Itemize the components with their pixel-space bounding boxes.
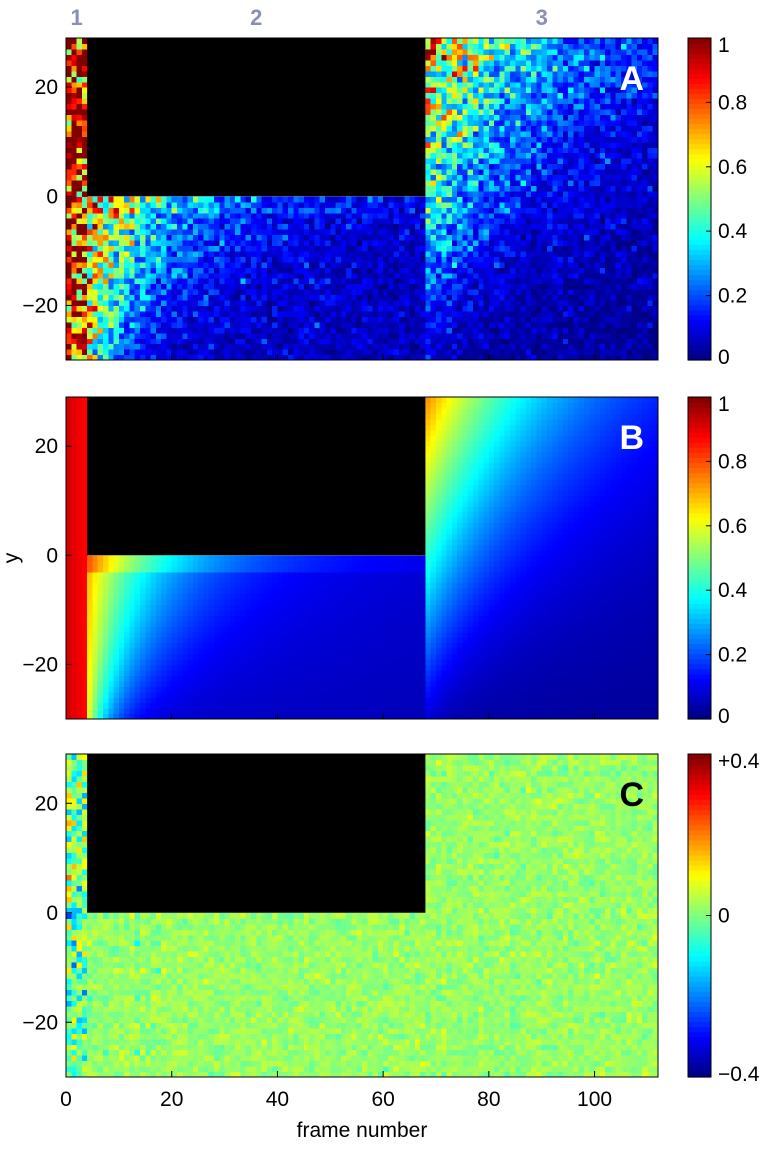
y-tick-label: 20 [35,76,58,99]
y-tick-label: 20 [35,792,58,815]
colorbar-tick-label: 0.4 [718,220,748,243]
colorbar-tick-label: 0 [718,905,730,928]
panel-label: A [619,60,644,98]
colorbar: +0.4 0 −0.4 [687,750,760,1086]
plot-frame [65,396,659,720]
colorbar-tick-label: 0 [718,705,730,728]
colorbar-tick-label: 0.6 [718,515,747,538]
colorbar-tick-label: 0 [718,346,730,369]
region-label-2: 2 [250,5,262,30]
colorbar-tick-label: 0.6 [718,156,747,179]
x-tick-label: 40 [266,1088,289,1111]
region-labels: 1 2 3 [70,5,547,30]
panel-a: 20 0 −20 A 1 0.8 0.6 0.4 0.2 0 [22,34,747,369]
masked-region [87,397,426,556]
y-tick-label: −20 [22,653,58,676]
colorbar-tick-label: 0.2 [718,644,747,667]
x-tick-label: 0 [60,1088,72,1111]
y-tick-label: 0 [46,902,58,925]
colorbar-tick-label: 1 [718,34,730,57]
plot-frame [65,37,659,361]
colorbar-tick-label: 0.8 [718,91,747,114]
y-tick-label: 0 [46,185,58,208]
region-label-3: 3 [536,5,548,30]
plot-frame [65,753,659,1078]
masked-region [87,754,426,913]
panel-b: 20 0 −20 y B 1 0.8 0.6 0.4 0.2 0 [0,393,748,728]
y-axis-label: y [0,552,23,563]
heatmap-cells [66,754,659,1078]
colorbar-tick-label: −0.4 [718,1063,760,1086]
colorbar-tick-label: 0.4 [718,579,748,602]
panel-c: 20 0 −20 0 20 40 60 80 100 frame number C +0.4 0 −0.4 [22,750,759,1142]
y-tick-label: −20 [22,1011,58,1034]
masked-region [87,38,426,197]
panel-label: C [619,776,644,814]
y-tick-label: 0 [46,544,58,567]
colorbar-tick-label: +0.4 [718,750,760,773]
y-tick-label: −20 [22,294,58,317]
colorbar-tick-label: 0.8 [718,450,747,473]
colorbar: 1 0.8 0.6 0.4 0.2 0 [687,34,748,369]
x-tick-label: 80 [477,1088,500,1111]
heatmap-cells [66,397,659,720]
x-tick-label: 20 [160,1088,183,1111]
x-tick-label: 100 [577,1088,612,1111]
colorbar: 1 0.8 0.6 0.4 0.2 0 [687,393,748,728]
heatmap-cells [66,38,659,361]
x-axis-label: frame number [297,1119,428,1142]
y-tick-label: 20 [35,435,58,458]
x-tick-label: 60 [371,1088,394,1111]
colorbar-tick-label: 1 [718,393,730,416]
panel-label: B [619,419,644,457]
region-label-1: 1 [70,5,82,30]
colorbar-tick-label: 0.2 [718,285,747,308]
